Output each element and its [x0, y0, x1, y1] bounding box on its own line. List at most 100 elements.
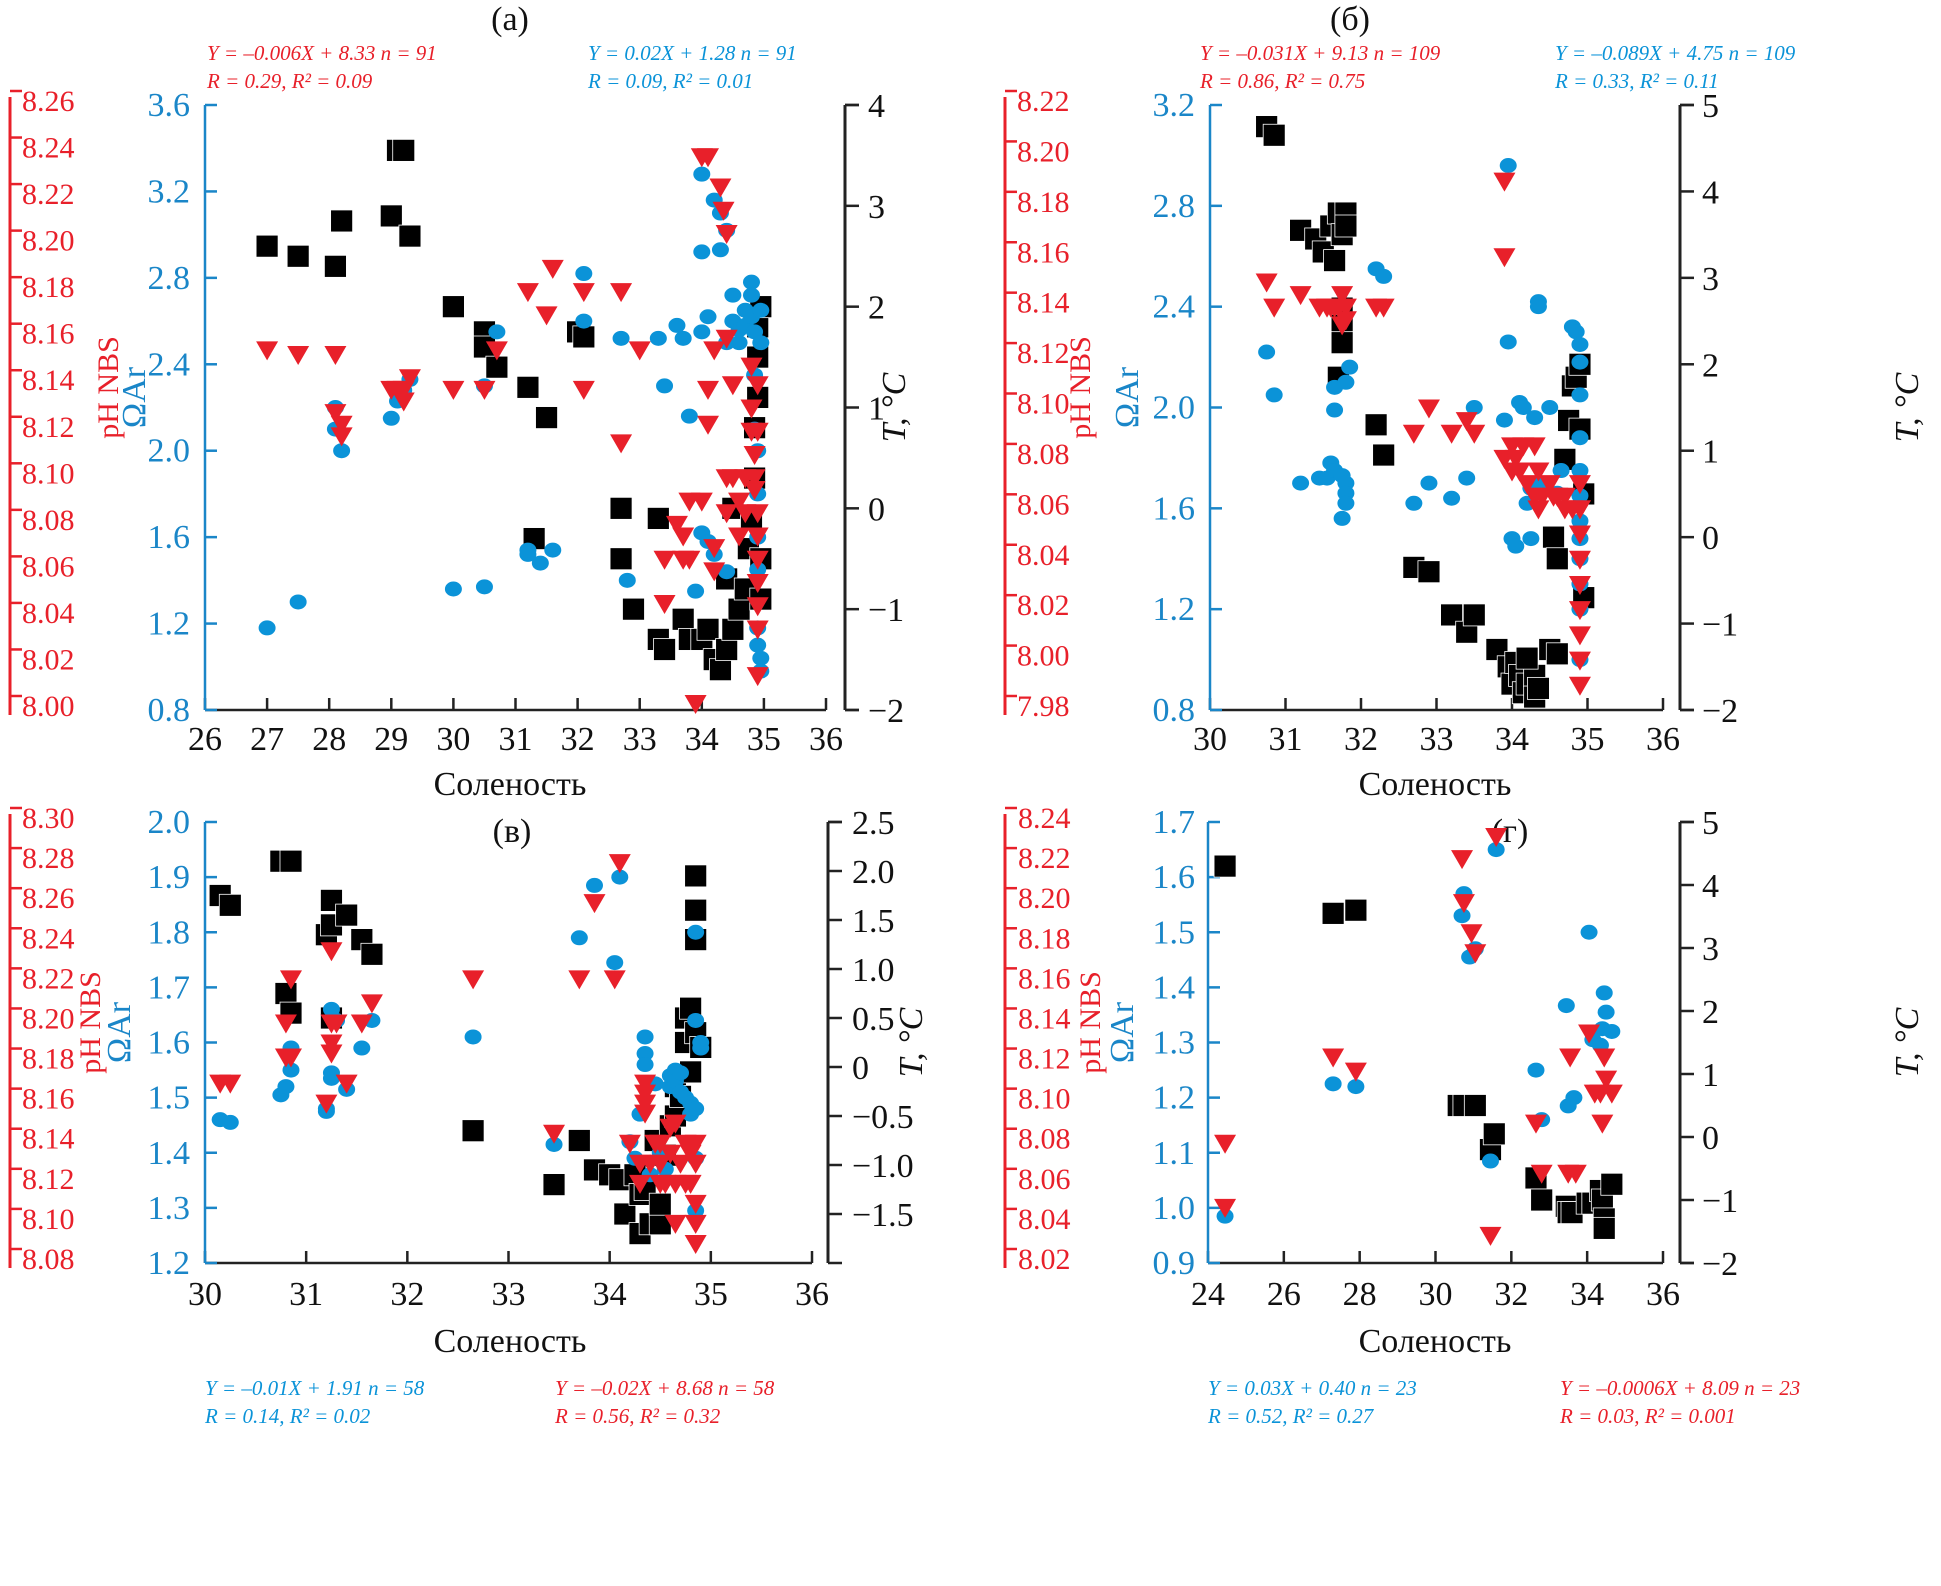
- omega-point: [1481, 1153, 1499, 1169]
- ph-tick-label: 8.14: [22, 1123, 75, 1156]
- ph-point: [1568, 676, 1591, 696]
- ph-point: [1479, 1226, 1502, 1246]
- ph-tick-label: 8.20: [22, 1002, 75, 1035]
- ph-point: [256, 341, 279, 361]
- ph-point: [1564, 1164, 1587, 1184]
- ph-point: [746, 422, 769, 442]
- regression-equation-omega: Y = –0.089X + 4.75 n = 109: [1555, 41, 1796, 65]
- temp-tick-label: 3: [1702, 931, 1719, 968]
- ph-point: [721, 376, 744, 396]
- temp-tick-label: 2: [1702, 994, 1719, 1031]
- temperature-point: [1462, 603, 1486, 627]
- ph-point: [442, 380, 465, 400]
- temp-tick-label: 0: [852, 1050, 869, 1087]
- omega-point: [221, 1114, 239, 1130]
- ph-point: [1289, 286, 1312, 306]
- omega-tick-label: 1.2: [148, 1245, 191, 1282]
- ph-point: [634, 1094, 657, 1114]
- ph-point: [1372, 298, 1395, 318]
- temperature-point: [622, 597, 645, 621]
- omega-point: [1580, 924, 1598, 940]
- ph-point: [1455, 412, 1478, 432]
- ph-point: [653, 550, 676, 570]
- ph-point: [360, 994, 383, 1014]
- ph-point: [715, 504, 738, 524]
- temp-tick-label: −1: [1702, 607, 1738, 644]
- omega-point: [636, 1046, 654, 1062]
- ph-point: [746, 574, 769, 594]
- temp-tick-label: 4: [868, 88, 885, 125]
- temp-tick-label: 0.5: [852, 1001, 895, 1038]
- temperature-point: [255, 234, 279, 258]
- omega-point: [545, 1136, 563, 1152]
- ph-point: [1493, 172, 1516, 192]
- ph-point: [398, 369, 421, 389]
- regression-stats-omega: R = 0.09, R² = 0.01: [587, 69, 753, 93]
- omega-point: [742, 287, 760, 303]
- omega-point: [1326, 402, 1344, 418]
- ph-tick-label: 8.10: [1018, 1083, 1071, 1116]
- ph-point: [330, 427, 353, 447]
- ph-point: [728, 492, 751, 512]
- ph-point: [1553, 487, 1576, 507]
- x-tick-label: 27: [250, 721, 284, 758]
- omega-tick-label: 3.6: [148, 87, 191, 124]
- ph-tick-label: 8.18: [1018, 922, 1071, 955]
- omega-tick-label: 0.9: [1153, 1245, 1196, 1282]
- temp-tick-label: 5: [1702, 88, 1719, 125]
- temp-tick-label: 1.0: [852, 952, 895, 989]
- x-tick-label: 30: [188, 1276, 222, 1313]
- omega-point: [519, 542, 537, 558]
- temp-tick-label: −1.5: [852, 1197, 914, 1234]
- temp-tick-label: −0.5: [852, 1099, 914, 1136]
- temp-tick-label: 2: [1702, 347, 1719, 384]
- ph-point: [746, 620, 769, 640]
- omega-point: [1337, 374, 1355, 390]
- ph-axis-title: pH NBS: [1064, 336, 1097, 439]
- x-tick-label: 34: [1495, 721, 1529, 758]
- ph-point: [1568, 550, 1591, 570]
- omega-point: [1527, 1062, 1545, 1078]
- panel-4: (г)24 26 28 30 32 34 36Соленость0.91.01.11.21.…: [1003, 802, 1926, 1428]
- temp-tick-label: 2.0: [852, 854, 895, 891]
- temp-tick-label: 2: [868, 290, 885, 327]
- ph-tick-label: 8.04: [1018, 1203, 1071, 1236]
- omega-point: [531, 555, 549, 571]
- temperature-point: [572, 325, 596, 349]
- ph-point: [746, 527, 769, 547]
- temperature-point: [461, 1119, 485, 1143]
- ph-tick-label: 8.16: [22, 318, 75, 351]
- omega-point: [1571, 488, 1589, 504]
- omega-point: [636, 1029, 654, 1045]
- omega-point: [1337, 495, 1355, 511]
- omega-point: [742, 274, 760, 290]
- temperature-point: [1417, 560, 1441, 584]
- omega-point: [656, 378, 674, 394]
- ph-tick-label: 8.20: [1017, 135, 1070, 168]
- temperature-point: [696, 617, 720, 641]
- ph-point: [697, 380, 720, 400]
- temperature-point: [441, 295, 465, 319]
- x-tick-label: 32: [561, 721, 595, 758]
- omega-tick-label: 1.0: [1153, 1190, 1196, 1227]
- omega-point: [687, 1012, 705, 1028]
- ph-point: [1591, 1114, 1614, 1134]
- ph-tick-label: 8.22: [22, 962, 75, 995]
- omega-point: [693, 166, 711, 182]
- omega-point: [752, 650, 770, 666]
- regression-equation-omega: Y = –0.01X + 1.91 n = 58: [205, 1376, 425, 1400]
- omega-point: [668, 317, 686, 333]
- omega-point: [687, 924, 705, 940]
- temperature-point: [330, 209, 354, 233]
- x-tick-label: 36: [1646, 1276, 1680, 1313]
- omega-point: [687, 583, 705, 599]
- omega-tick-label: 1.3: [1153, 1025, 1196, 1062]
- ph-point: [1595, 1070, 1618, 1090]
- omega-point: [575, 266, 593, 282]
- omega-point: [322, 1065, 340, 1081]
- omega-axis-title: ΩAr: [1109, 366, 1146, 428]
- regression-stats-ph: R = 0.29, R² = 0.09: [206, 69, 373, 93]
- omega-point: [618, 572, 636, 588]
- temp-tick-label: −1: [1702, 1183, 1738, 1220]
- temperature-point: [1545, 547, 1569, 571]
